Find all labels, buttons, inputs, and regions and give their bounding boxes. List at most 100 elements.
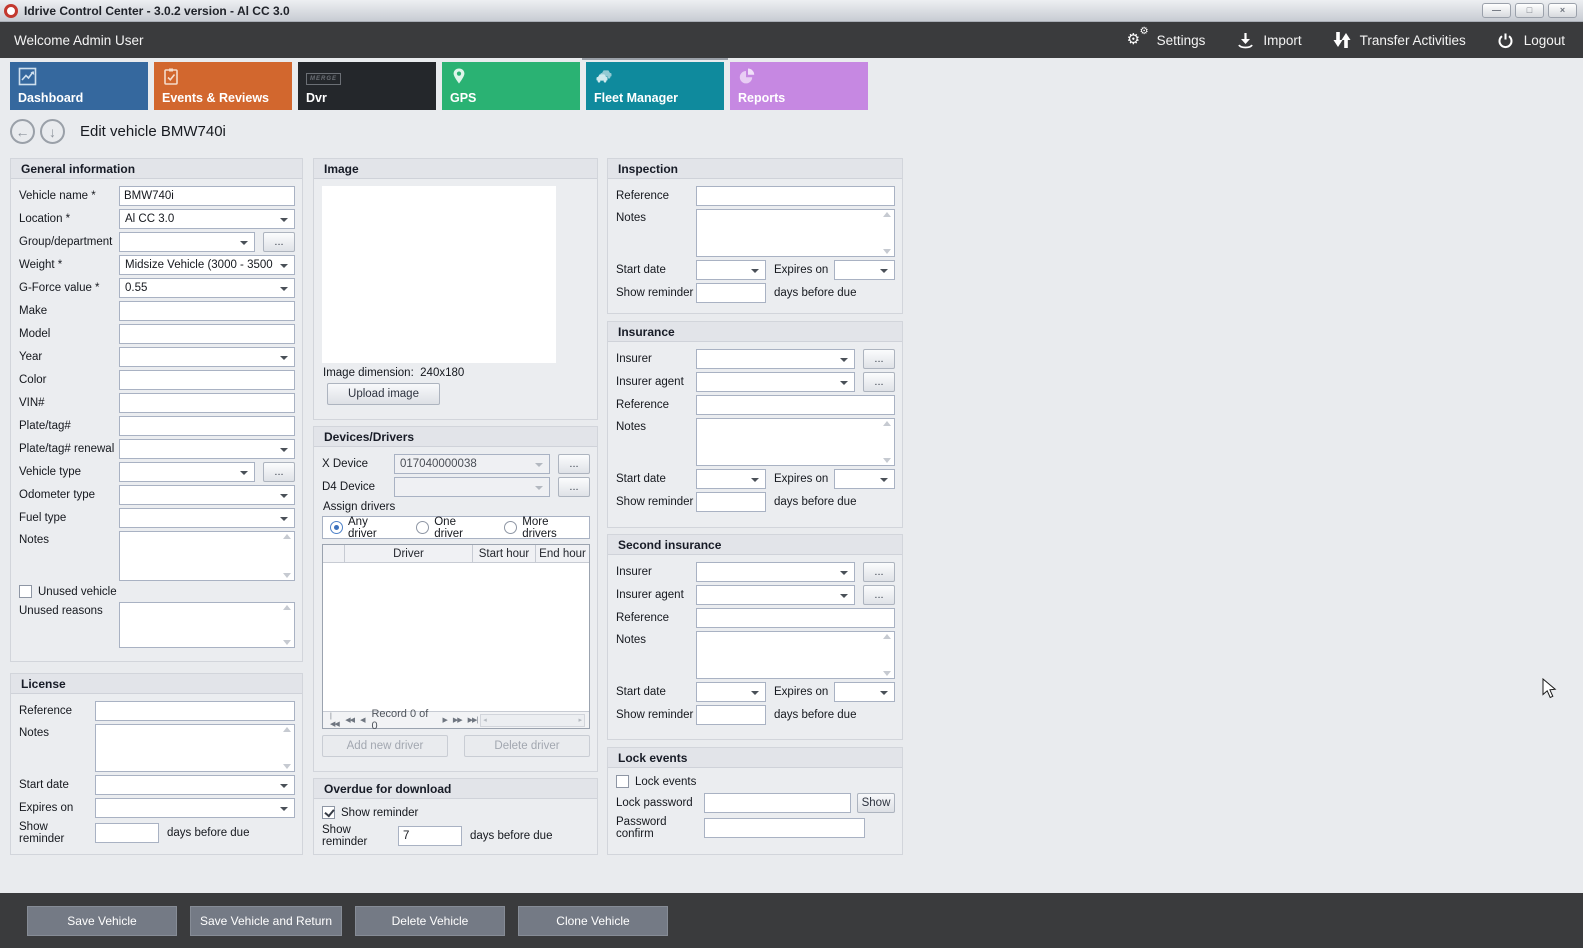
end-hour-column-header[interactable]: End hour <box>539 547 586 560</box>
insurer-dropdown[interactable] <box>696 349 855 369</box>
make-input[interactable] <box>119 301 295 321</box>
vehicle-type-browse-button[interactable]: ... <box>263 462 295 482</box>
drivers-grid-body[interactable] <box>323 563 589 711</box>
add-new-driver-button[interactable]: Add new driver <box>322 735 448 757</box>
inspection-reminder-input[interactable] <box>696 283 766 303</box>
second-insurer-browse-button[interactable]: ... <box>863 562 895 582</box>
transfer-activities-button[interactable]: Transfer Activities <box>1332 30 1466 50</box>
driver-column-header[interactable]: Driver <box>345 545 473 562</box>
model-input[interactable] <box>119 324 295 344</box>
license-expires-dropdown[interactable] <box>95 798 295 818</box>
vehicle-name-input[interactable] <box>119 186 295 206</box>
insurer-agent-dropdown[interactable] <box>696 372 855 392</box>
insurance-start-date-dropdown[interactable] <box>696 469 766 489</box>
insurer-agent-browse-button[interactable]: ... <box>863 372 895 392</box>
save-vehicle-and-return-button[interactable]: Save Vehicle and Return <box>190 905 342 936</box>
tab-reports[interactable]: Reports <box>730 62 868 110</box>
lock-events-checkbox[interactable] <box>616 775 629 788</box>
tab-dashboard[interactable]: Dashboard <box>10 62 148 110</box>
settings-button[interactable]: ⚙ ⚙ Settings <box>1127 27 1206 50</box>
tab-events-reviews[interactable]: Events & Reviews <box>154 62 292 110</box>
insurance-reference-input[interactable] <box>696 395 895 415</box>
insurance-expires-dropdown[interactable] <box>834 469 895 489</box>
second-insurance-expires-dropdown[interactable] <box>834 682 895 702</box>
password-confirm-input[interactable] <box>704 818 865 838</box>
license-reminder-input[interactable] <box>95 823 159 843</box>
insurance-reminder-input[interactable] <box>696 492 766 512</box>
unused-reasons-textarea[interactable] <box>119 602 295 648</box>
first-record-icon[interactable]: |◀◀ <box>330 712 340 728</box>
second-insurance-notes-textarea[interactable] <box>696 631 895 679</box>
radio-any-driver[interactable]: Any driver <box>330 516 396 540</box>
license-start-date-dropdown[interactable] <box>95 775 295 795</box>
scroll-down-button[interactable]: ↓ <box>40 119 65 144</box>
clone-vehicle-button[interactable]: Clone Vehicle <box>518 905 668 936</box>
second-insurance-reference-input[interactable] <box>696 608 895 628</box>
tab-gps[interactable]: GPS <box>442 62 580 110</box>
upload-image-button[interactable]: Upload image <box>327 383 440 405</box>
weight-dropdown[interactable]: Midsize Vehicle (3000 - 3500 p... <box>119 255 295 275</box>
d4-device-browse-button[interactable]: ... <box>558 477 590 497</box>
radio-one-driver[interactable]: One driver <box>416 516 484 540</box>
color-input[interactable] <box>119 370 295 390</box>
tab-fleet-manager[interactable]: Fleet Manager <box>582 58 728 110</box>
prev-record-icon[interactable]: ◀ <box>360 717 365 724</box>
general-notes-textarea[interactable] <box>119 531 295 581</box>
top-bar: Welcome Admin User ⚙ ⚙ Settings Import Tr… <box>0 22 1583 58</box>
license-reference-input[interactable] <box>95 701 295 721</box>
group-department-dropdown[interactable] <box>119 232 255 252</box>
license-start-date-label: Start date <box>19 779 69 791</box>
tab-dvr[interactable]: MERGE Dvr <box>298 62 436 110</box>
maximize-button[interactable]: □ <box>1515 3 1544 18</box>
fuel-type-dropdown[interactable] <box>119 508 295 528</box>
overdue-reminder-input[interactable] <box>398 826 462 846</box>
next-page-icon[interactable]: ▶▶ <box>452 717 463 724</box>
second-insurance-reminder-input[interactable] <box>696 705 766 725</box>
location-dropdown[interactable]: Al CC 3.0 <box>119 209 295 229</box>
plate-renewal-dropdown[interactable] <box>119 439 295 459</box>
inspection-reference-input[interactable] <box>696 186 895 206</box>
second-insurer-dropdown[interactable] <box>696 562 855 582</box>
last-record-icon[interactable]: ▶▶| <box>467 717 479 724</box>
prev-page-icon[interactable]: ◀◀ <box>345 717 355 724</box>
d4-device-dropdown[interactable] <box>394 477 550 497</box>
next-record-icon[interactable]: ▶ <box>442 717 447 724</box>
logout-button[interactable]: Logout <box>1496 30 1565 50</box>
dvr-merge-icon: MERGE <box>306 67 342 85</box>
overdue-show-reminder-checkbox[interactable] <box>322 806 335 819</box>
inspection-notes-textarea[interactable] <box>696 209 895 257</box>
unused-vehicle-checkbox[interactable] <box>19 585 32 598</box>
insurer-browse-button[interactable]: ... <box>863 349 895 369</box>
odometer-type-dropdown[interactable] <box>119 485 295 505</box>
location-label: Location * <box>19 213 71 225</box>
group-browse-button[interactable]: ... <box>263 232 295 252</box>
close-button[interactable]: × <box>1548 3 1577 18</box>
lock-password-input[interactable] <box>704 793 851 813</box>
insurance-notes-textarea[interactable] <box>696 418 895 466</box>
import-button[interactable]: Import <box>1235 30 1302 50</box>
second-insurance-start-date-dropdown[interactable] <box>696 682 766 702</box>
radio-more-drivers[interactable]: More drivers <box>504 516 582 540</box>
save-vehicle-button[interactable]: Save Vehicle <box>27 905 177 936</box>
chevron-down-icon <box>880 269 888 273</box>
delete-driver-button[interactable]: Delete driver <box>464 735 590 757</box>
second-insurer-agent-dropdown[interactable] <box>696 585 855 605</box>
vehicle-type-dropdown[interactable] <box>119 462 255 482</box>
start-hour-column-header[interactable]: Start hour <box>473 545 536 562</box>
plate-tag-input[interactable] <box>119 416 295 436</box>
minimize-button[interactable]: — <box>1482 3 1511 18</box>
second-insurer-agent-browse-button[interactable]: ... <box>863 585 895 605</box>
show-password-button[interactable]: Show <box>857 793 895 813</box>
x-device-browse-button[interactable]: ... <box>558 454 590 474</box>
year-dropdown[interactable] <box>119 347 295 367</box>
x-device-dropdown[interactable]: 017040000038 <box>394 454 550 474</box>
back-button[interactable]: ← <box>10 119 35 144</box>
inspection-start-date-dropdown[interactable] <box>696 260 766 280</box>
grid-horizontal-scrollbar[interactable]: ◂ ▸ <box>480 713 585 727</box>
delete-vehicle-button[interactable]: Delete Vehicle <box>355 905 505 936</box>
vin-input[interactable] <box>119 393 295 413</box>
license-notes-textarea[interactable] <box>95 724 295 772</box>
gforce-dropdown[interactable]: 0.55 <box>119 278 295 298</box>
radio-icon <box>504 521 518 534</box>
inspection-expires-dropdown[interactable] <box>834 260 895 280</box>
